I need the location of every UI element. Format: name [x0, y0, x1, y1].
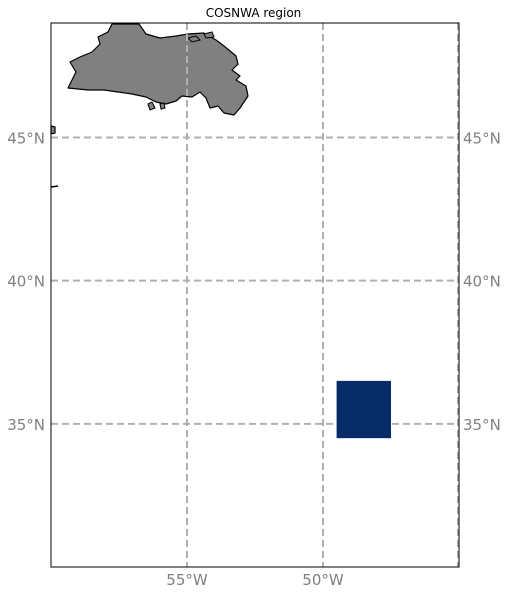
small-island: [147, 101, 156, 111]
sable-island: [50, 185, 59, 188]
map-frame: [50, 22, 460, 568]
nova-scotia-coast: [50, 125, 56, 135]
lat-tick-label-left: 35°N: [7, 416, 45, 434]
small-island: [187, 35, 201, 43]
tick-labels: 55°W 50°W 45°N 45°N 40°N 40°N 35°N 35°N: [7, 130, 501, 589]
newfoundland-landmass: [67, 23, 249, 116]
lat-tick-label-left: 40°N: [7, 273, 45, 291]
lat-tick-label-right: 40°N: [463, 273, 501, 291]
lat-tick-label-right: 45°N: [463, 130, 501, 148]
small-island: [159, 102, 166, 110]
map-title: COSNWA region: [205, 6, 302, 20]
lon-tick-label: 55°W: [166, 571, 208, 589]
cosnwa-region-box: [336, 380, 391, 439]
lat-tick-label-left: 45°N: [7, 130, 45, 148]
lat-tick-label-right: 35°N: [463, 416, 501, 434]
gridlines: [51, 23, 459, 567]
small-island: [203, 31, 215, 39]
lon-tick-label: 50°W: [302, 571, 344, 589]
